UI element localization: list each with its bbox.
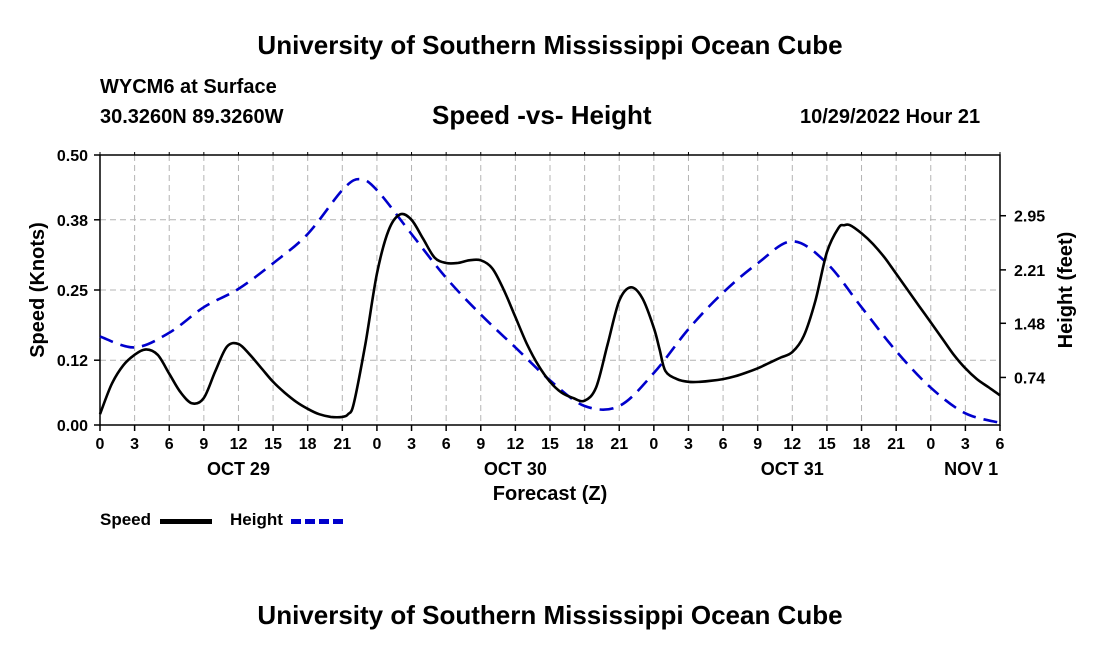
x-date-label: OCT 30 [484, 459, 547, 479]
y-axis-label: Speed (Knots) [27, 222, 49, 358]
chart-subtitle: Speed -vs- Height [432, 100, 652, 130]
footer-title: University of Southern Mississippi Ocean… [257, 600, 843, 630]
x-tick-label: 3 [130, 436, 139, 453]
x-tick-label: 0 [372, 436, 381, 453]
y-tick-label: 0.38 [57, 213, 88, 230]
legend-height-swatch [291, 519, 343, 524]
x-tick-label: 12 [506, 436, 524, 453]
x-tick-label: 9 [199, 436, 208, 453]
chart-main-title: University of Southern Mississippi Ocean… [257, 30, 843, 60]
x-tick-label: 18 [576, 436, 594, 453]
x-tick-label: 15 [818, 436, 836, 453]
legend-height-label: Height [230, 510, 283, 529]
x-tick-label: 9 [476, 436, 485, 453]
x-tick-label: 6 [719, 436, 728, 453]
axis-ticks [94, 152, 1006, 431]
x-tick-label: 21 [610, 436, 628, 453]
x-tick-label: 12 [230, 436, 248, 453]
x-tick-label: 15 [541, 436, 559, 453]
x-tick-label: 0 [96, 436, 105, 453]
axis-tick-labels: 0 3 6 9 12 15 18 21 0 3 6 9 12 15 18 21 0 3 6 9 12 15 18 21 0 3 6 O… [57, 148, 1045, 479]
x-tick-label: 3 [684, 436, 693, 453]
legend-speed-swatch [160, 519, 212, 524]
station-label: WYCM6 at Surface [100, 76, 277, 98]
y-tick-label: 0.50 [57, 148, 88, 165]
x-tick-label: 6 [996, 436, 1005, 453]
x-date-label: OCT 29 [207, 459, 270, 479]
x-tick-label: 21 [333, 436, 351, 453]
x-tick-label: 6 [442, 436, 451, 453]
y-tick-label: 0.00 [57, 418, 88, 435]
y2-axis-label: Height (feet) [1055, 232, 1077, 349]
y-tick-label: 0.12 [57, 353, 88, 370]
x-axis-label: Forecast (Z) [493, 483, 607, 505]
forecast-datetime: 10/29/2022 Hour 21 [800, 106, 981, 128]
speed-series-line [98, 212, 1001, 419]
x-tick-label: 3 [407, 436, 416, 453]
x-tick-label: 3 [961, 436, 970, 453]
x-tick-label: 15 [264, 436, 282, 453]
legend-speed-label: Speed [100, 510, 152, 529]
x-tick-label: 21 [887, 436, 905, 453]
height-series-line [99, 177, 1001, 425]
x-date-label: OCT 31 [761, 459, 824, 479]
x-tick-label: 6 [165, 436, 174, 453]
x-tick-label: 0 [649, 436, 658, 453]
x-tick-label: 18 [853, 436, 871, 453]
x-tick-label: 0 [926, 436, 935, 453]
x-date-label: NOV 1 [944, 459, 998, 479]
x-tick-label: 9 [753, 436, 762, 453]
y2-tick-label: 2.21 [1014, 263, 1045, 280]
grid-lines [100, 155, 1000, 425]
y2-tick-label: 2.95 [1014, 209, 1045, 226]
y2-tick-label: 1.48 [1014, 316, 1045, 333]
x-tick-label: 18 [299, 436, 317, 453]
y-tick-label: 0.25 [57, 283, 88, 300]
coordinates-label: 30.3260N 89.3260W [100, 106, 284, 128]
y2-tick-label: 0.74 [1014, 370, 1045, 387]
x-tick-label: 12 [783, 436, 801, 453]
